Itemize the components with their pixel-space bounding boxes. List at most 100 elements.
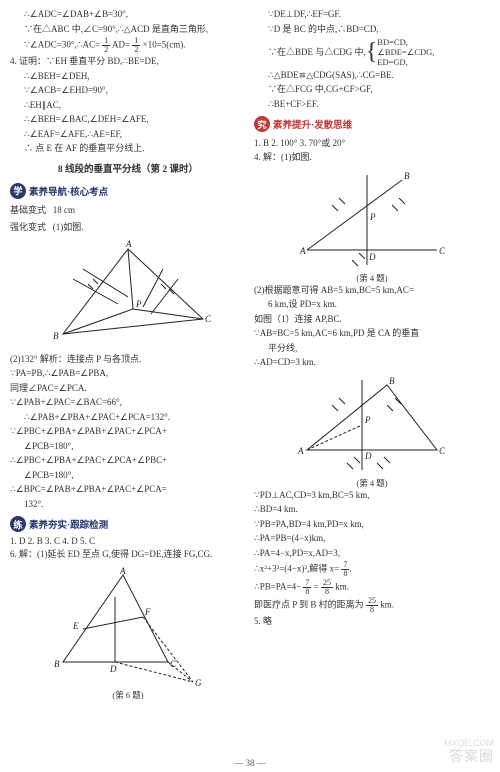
text-line: ∵∠PAB+∠PAC=∠BAC=66°, [10,396,246,410]
text-line: 即医疗点 P 到 B 村的距离为 258 km. [254,597,490,614]
pill-dot-icon: 学 [10,183,26,199]
text-line: 4. 解：(1)如图. [254,151,490,165]
text-line: ∵DE⊥DF,∴EF=GF. [254,8,490,22]
text: ED=GD, [377,57,434,67]
text: 即医疗点 P 到 B 村的距离为 [254,600,364,610]
label: B [404,171,410,181]
text: km. [380,600,394,610]
fraction: 78 [303,579,311,596]
page: ∴∠ADC=∠DAB+∠B=30°, ∵在△ABC 中,∠C=90°,∴△ACD… [0,0,500,721]
text-line: ∵∠PBC+∠PBA+∠PAB+∠PAC+∠PCA+ [10,425,246,439]
page-number: — 38 — [0,758,500,768]
text: 强化变式 [10,222,46,232]
label: A [125,239,132,249]
text-line: ∵PD⊥AC,CD=3 km,BC=5 km, [254,489,490,503]
text-line: ∴∠BPC=∠PAB+∠PBA+∠PAC+∠PCA= [10,483,246,497]
text-line: ∠PCB=180°, [10,440,246,454]
text-line: ∵在△BDE 与△CDG 中, { BD=CD, ∠BDE=∠CDG, ED=G… [254,37,490,68]
text: km. [335,582,349,592]
pill-dot-icon: 究 [254,116,270,132]
brace-icon: { [366,40,378,64]
answer-row: 1. D 2. B 3. C 4. D 5. C [10,536,246,546]
label: E [72,621,79,631]
text-line: ∴△BDE≌△CDG(SAS),∴CG=BE. [254,69,490,83]
label: P [364,415,371,425]
sub-heading: 强化变式 (1)如图. [10,220,246,233]
pill-study: 学 素养导航·核心考点 [10,183,246,199]
text-line: ∴AD=CD=3 km. [254,356,490,370]
label: B [54,659,60,669]
fraction: 12 [132,37,140,54]
label: D [368,252,376,262]
figure-caption: (第 6 题) [10,689,246,701]
answer-row: 1. B 2. 100° 3. 70°或 20° [254,136,490,149]
text-line: (2)132° 解析：连接点 P 与各顶点. [10,353,246,367]
text: BD=CD, [377,37,434,47]
label: D [109,664,117,674]
label: C [170,659,177,669]
text-line: ∴∠PAB+∠PBA+∠PAC+∠PCA=132°. [10,411,246,425]
left-column: ∴∠ADC=∠DAB+∠B=30°, ∵在△ABC 中,∠C=90°,∴△ACD… [10,8,246,701]
text: (1)如图. [53,222,84,232]
text-line: ∵在△FCG 中,CG+CF>GF, [254,83,490,97]
fraction: 78 [341,561,349,578]
label: C [205,314,212,324]
watermark-text: 答案圈 [449,746,494,766]
text-line: ∵D 是 BC 的中点,∴BD=CD, [254,23,490,37]
pill-label: 素养导航·核心考点 [29,184,108,198]
text: ∠BDE=∠CDG, [377,47,434,57]
text-line: 5. 略 [254,615,490,629]
figure-caption: (第 4 题) [254,477,490,489]
text-line: 平分线, [254,342,490,356]
figure-1: A B C P [10,239,246,349]
pill-label: 素养夯实·跟踪检测 [29,517,108,531]
text-line: ∵∠ADC=30°,∴AC= 12 AD= 12 ×10=5(cm). [10,37,246,54]
text-line: ∴PA=PB=(4−x)km, [254,532,490,546]
text-line: ∴EH∥AC, [10,99,246,113]
label: C [439,446,446,456]
text: ∵在△BDE 与△CDG 中, [268,46,366,60]
label: A [299,246,306,256]
text: = [314,582,319,592]
text-line: ∴PA=4−x,PD=x,AD=3, [254,547,490,561]
text-line: ∵在△ABC 中,∠C=90°,∴△ACD 是直角三角形, [10,23,246,37]
text-line: ∴BD=4 km. [254,503,490,517]
sub-heading: 基础变式 18 cm [10,203,246,216]
label: F [144,607,151,617]
label: D [364,451,372,461]
text: AD= [112,40,130,50]
triangle-diagram-icon: A B C P [43,239,213,349]
pill-label: 素养提升·发散思维 [273,117,352,131]
pill-dot-icon: 练 [10,516,26,532]
label: A [119,567,126,576]
figure-caption: (第 4 题) [254,272,490,284]
text: ∵∠ADC=30°,∴AC= [24,40,100,50]
text: ∴PB=PA=4− [254,582,301,592]
pill-explore: 究 素养提升·发散思维 [254,116,490,132]
label: G [195,678,202,687]
text-line: ∴∠EAF=∠AFE,∴AE=EF, [10,128,246,142]
right-column: ∵DE⊥DF,∴EF=GF. ∵D 是 BC 的中点,∴BD=CD, ∵在△BD… [254,8,490,701]
fraction: 12 [102,37,110,54]
text-line: 6 km,设 PD=x km. [254,298,490,312]
text-line: ∴∠BEH=∠BAC,∠DEH=∠AFE, [10,113,246,127]
text-line: ∴ 点 E 在 AF 的垂直平分线上. [10,142,246,156]
text: ∴x²+3²=(4−x)²,解得 x= [254,564,339,574]
text-line: 132°. [10,498,246,512]
text-line: ∴BE+CF>EF. [254,98,490,112]
text: ×10=5(cm). [143,40,186,50]
section-title: 8 线段的垂直平分线（第 2 课时） [10,161,246,175]
text-line: 如图（1）连接 AP,BC. [254,313,490,327]
label: P [369,212,376,222]
text-line: ∴∠ADC=∠DAB+∠B=30°, [10,8,246,22]
text-line: 6. 解：(1)延长 ED 至点 G,使得 DG=DE,连接 FG,CG. [10,548,246,562]
figure-3: A B C D P [254,170,490,270]
triangle-construction-icon: A B C D E F G [48,567,208,687]
label: C [439,246,446,256]
perpendicular-bisector-icon: A B C D P [297,170,447,270]
fraction: 258 [366,597,378,614]
figure-4: A B C D P [254,375,490,475]
text-line: ∴x²+3²=(4−x)²,解得 x= 78. [254,561,490,578]
text-line: ∠PCB=180°, [10,469,246,483]
text-line: ∵AB=BC=5 km,AC=6 km,PD 是 CA 的垂直 [254,327,490,341]
